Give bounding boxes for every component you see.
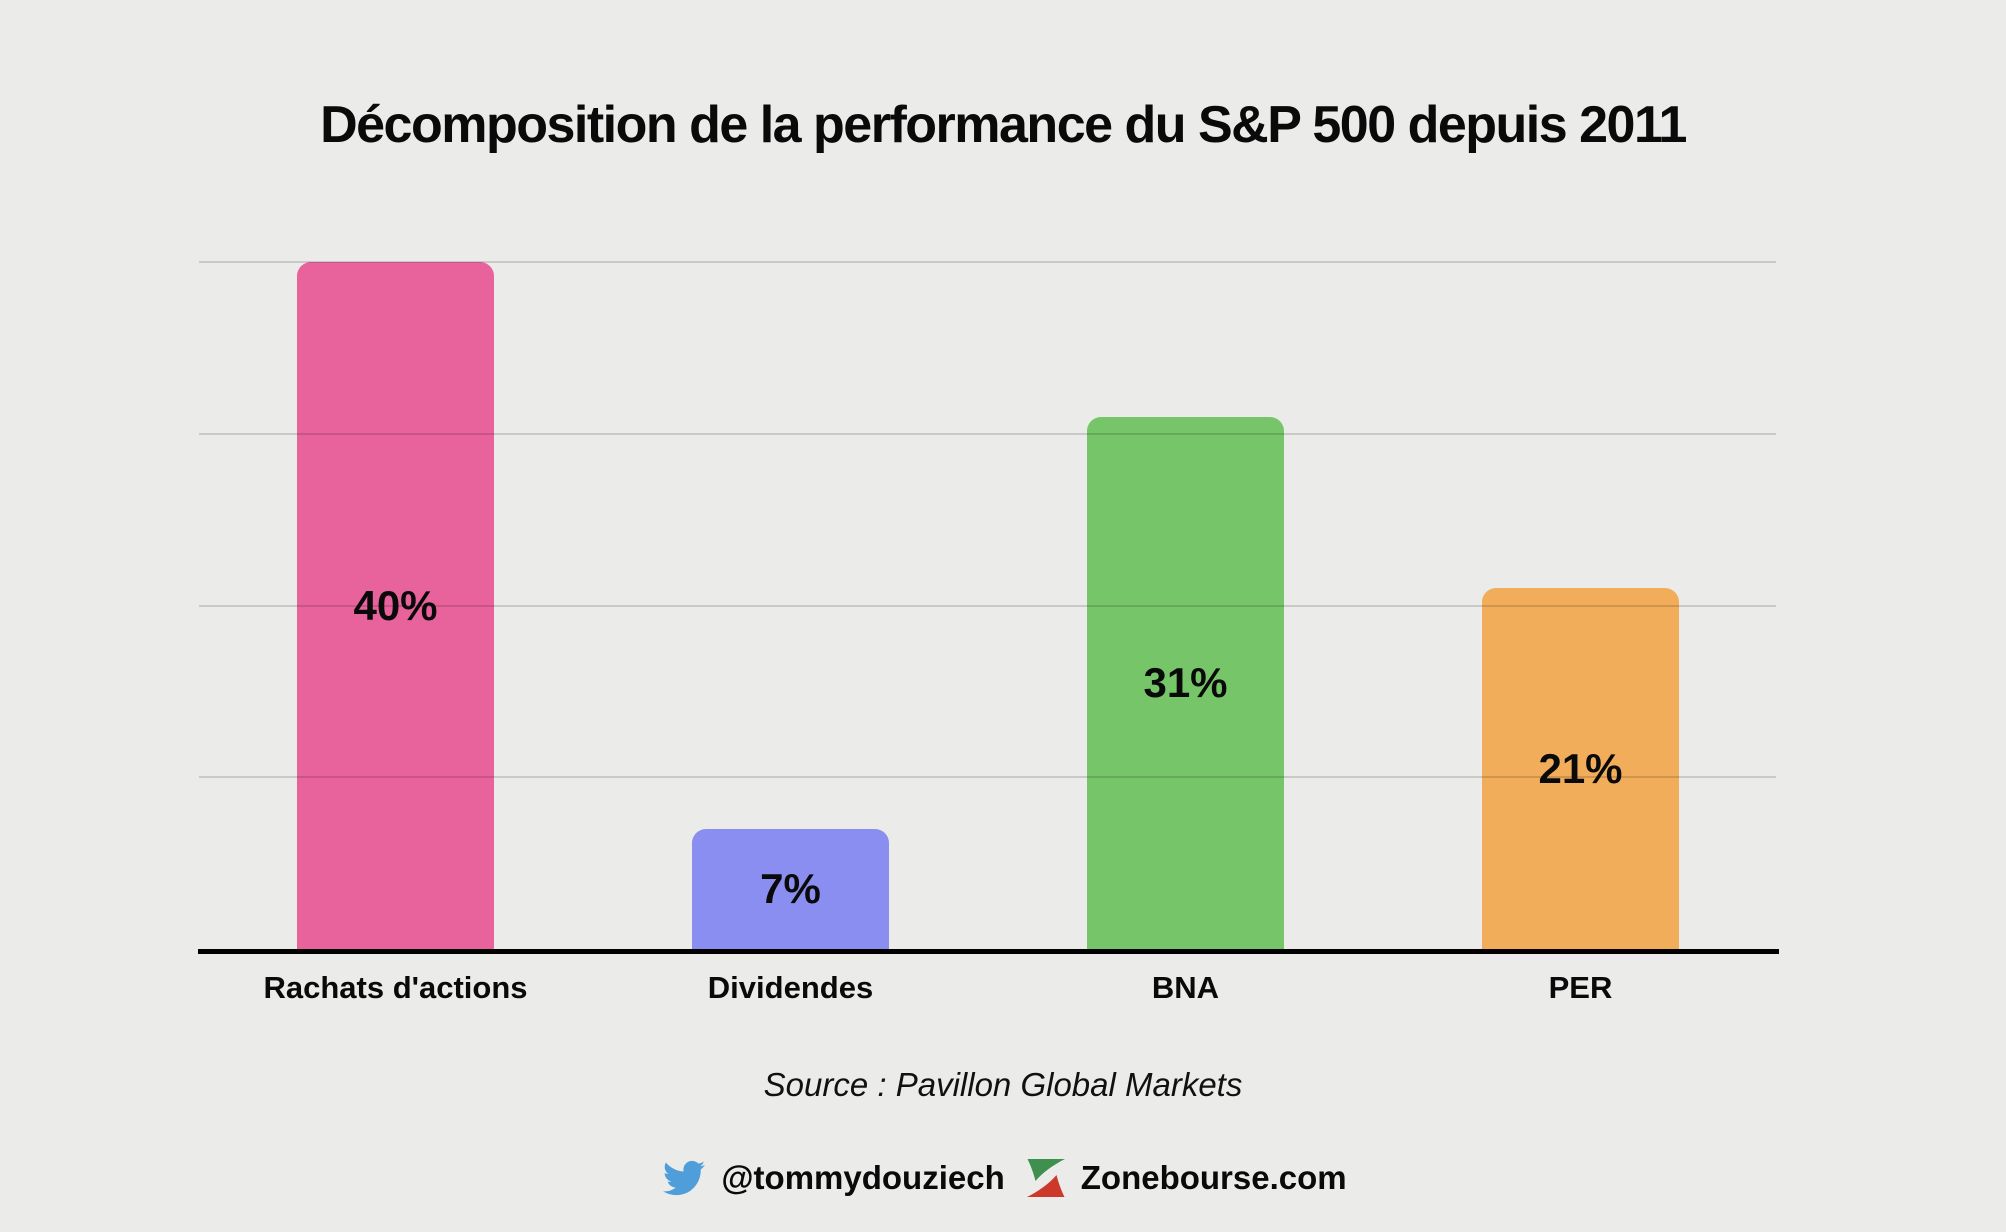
- category-label-bna: BNA: [1151, 970, 1220, 1005]
- site-name: Zonebourse.com: [1080, 1159, 1347, 1196]
- category-label-rachats-d-actions: Rachats d'actions: [263, 970, 528, 1005]
- gridline-10: [199, 776, 1776, 778]
- bar-value-label: 21%: [1538, 744, 1623, 792]
- footer: @tommydouziech Zonebourse.com: [0, 1146, 2006, 1210]
- zonebourse-logo-icon: [1023, 1157, 1069, 1199]
- source-note: Source : Pavillon Global Markets: [763, 1066, 1243, 1103]
- bar-rachats-d-actions: [297, 262, 494, 954]
- plot-area: 40% Rachats d'actions 7% Dividendes 31% BNA 21…: [198, 0, 1779, 1232]
- gridline-40: [199, 261, 1776, 263]
- twitter-bird-icon: [659, 1157, 709, 1199]
- bar-value-label-box: 7%: [692, 829, 889, 949]
- bar-dividendes: [692, 829, 889, 954]
- bar-value-label-box: 21%: [1482, 588, 1679, 949]
- bar-value-label: 31%: [1143, 659, 1228, 706]
- bar-per: [1482, 588, 1679, 954]
- category-label-dividendes: Dividendes: [707, 970, 874, 1005]
- gridline-30: [199, 433, 1776, 435]
- bar-value-label: 7%: [760, 865, 821, 912]
- twitter-handle: @tommydouziech: [721, 1159, 1005, 1196]
- bar-bna: [1087, 417, 1284, 954]
- chart-title: Décomposition de la performance du S&P 5…: [320, 96, 1687, 154]
- category-label-per: PER: [1548, 970, 1613, 1005]
- x-axis-line: [198, 949, 1779, 954]
- bar-value-label-box: 40%: [297, 262, 494, 949]
- gridline-20: [199, 605, 1776, 607]
- bar-value-label: 40%: [353, 581, 438, 629]
- bar-value-label-box: 31%: [1087, 417, 1284, 949]
